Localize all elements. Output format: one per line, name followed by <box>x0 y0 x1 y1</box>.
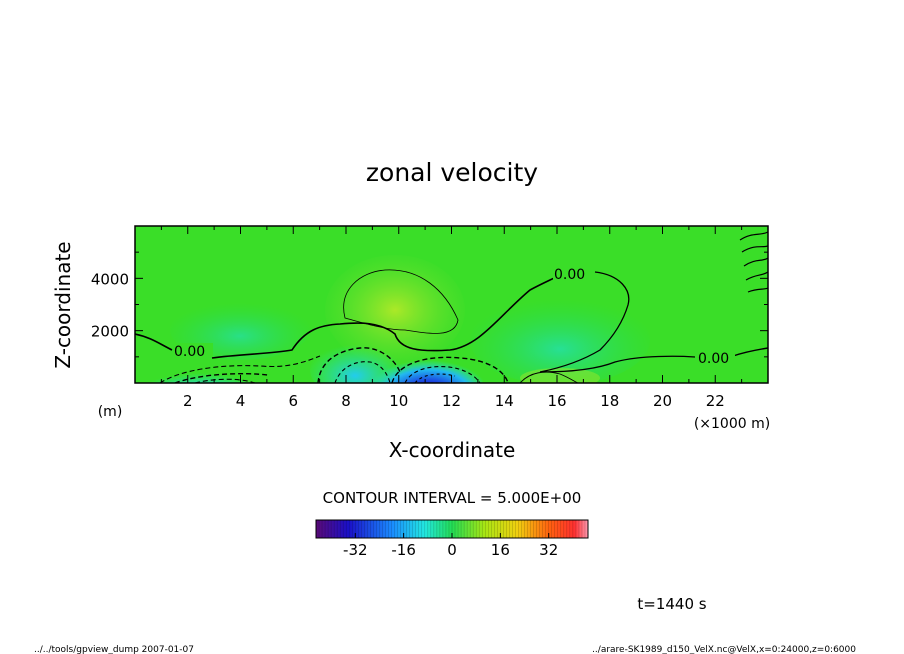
negative-region-left <box>135 355 265 383</box>
x-tick-label: 4 <box>236 392 246 410</box>
x-axis-unit: (×1000 m) <box>694 416 770 432</box>
y-axis-unit: (m) <box>98 404 123 420</box>
colorbar: -32 -16 0 16 32 <box>315 519 589 559</box>
contour-label: 0.00 <box>174 344 205 360</box>
x-tick-label: 6 <box>288 392 298 410</box>
time-label: t=1440 s <box>637 595 706 613</box>
x-tick-label: 14 <box>495 392 514 410</box>
footer-left: ../../tools/gpview_dump 2007-01-07 <box>34 645 194 654</box>
chart-title: zonal velocity <box>366 158 538 187</box>
x-axis-label: X-coordinate <box>389 438 516 462</box>
colorbar-tick-label: 32 <box>539 541 558 559</box>
colorbar-tick-label: -32 <box>343 541 368 559</box>
zero-contour <box>211 274 561 359</box>
footer-right: ../arare-SK1989_d150_VelX.nc@VelX,x=0:24… <box>592 645 856 654</box>
colorbar-tick-label: 16 <box>491 541 510 559</box>
colorbar-tick-label: -16 <box>391 541 416 559</box>
y-tick-label: 4000 <box>91 270 129 288</box>
y-tick-label: 2000 <box>91 323 129 341</box>
positive-region <box>325 255 465 365</box>
colorbar-gradient <box>316 520 588 538</box>
x-tick-label: 2 <box>183 392 193 410</box>
contour-interval: CONTOUR INTERVAL = 5.000E+00 <box>323 489 582 507</box>
x-tick-label: 10 <box>389 392 408 410</box>
contour-labels: 0.00 0.00 0.00 <box>173 266 735 367</box>
contour-label: 0.00 <box>554 267 585 283</box>
x-tick-label: 18 <box>600 392 619 410</box>
positive-contour <box>343 269 459 334</box>
contour-label: 0.00 <box>698 351 729 367</box>
x-tick-label: 12 <box>442 392 461 410</box>
x-tick-label: 20 <box>653 392 672 410</box>
x-tick-label: 8 <box>341 392 351 410</box>
y-axis: 2000 4000 <box>91 251 768 358</box>
heatmap-field <box>135 226 768 383</box>
x-tick-label: 16 <box>547 392 566 410</box>
x-axis: 2 4 6 8 10 12 14 16 18 20 22 <box>160 226 743 410</box>
negative-core <box>373 348 483 383</box>
colorbar-tick-label: 0 <box>447 541 457 559</box>
x-tick-label: 22 <box>706 392 725 410</box>
y-axis-label: Z-coordinate <box>51 241 75 368</box>
zero-contour <box>135 333 173 351</box>
